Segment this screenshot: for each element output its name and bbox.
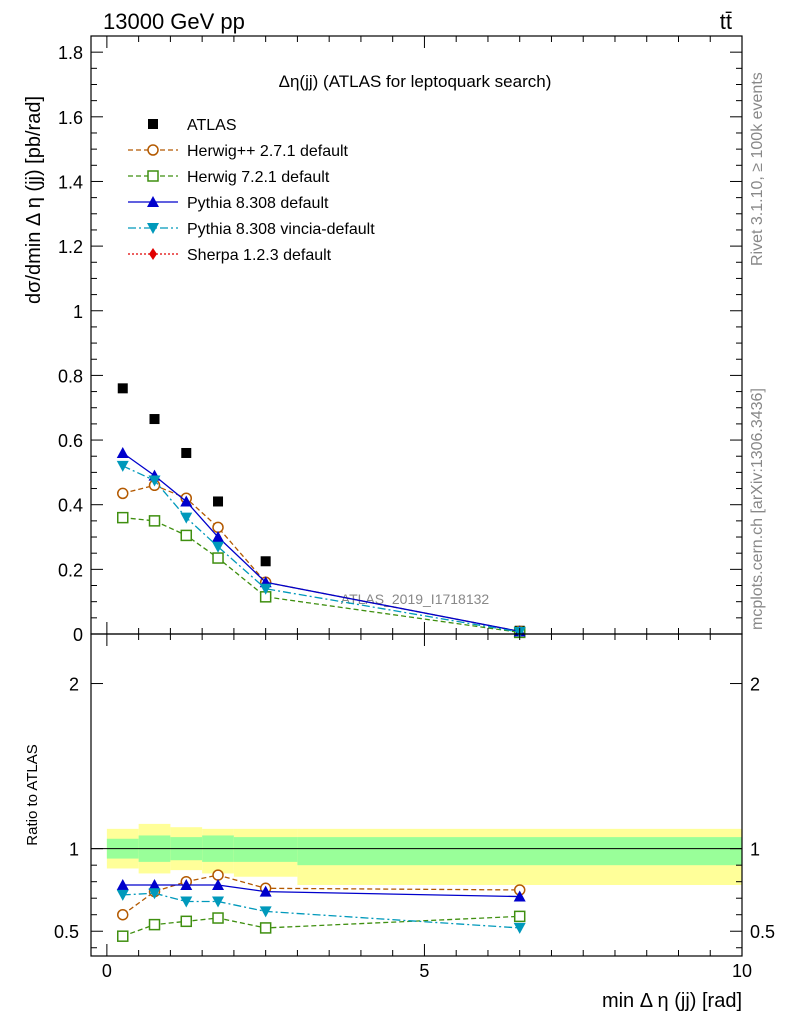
- ratio-data-point: [212, 912, 224, 924]
- ratio-data-point: [180, 915, 193, 928]
- legend-marker: [147, 196, 159, 207]
- main-series-line-3: [122, 452, 520, 633]
- main-data-point: [180, 512, 193, 524]
- ratio-data-point: [148, 878, 161, 890]
- main-data-point: [212, 552, 224, 564]
- main-data-point: [117, 511, 129, 524]
- main-data-point: [117, 383, 128, 394]
- main-data-point: [212, 531, 225, 543]
- main-data-point: [212, 521, 224, 534]
- ratio-data-point: [180, 878, 193, 890]
- ratio-data-point: [148, 888, 161, 900]
- legend-entry: Herwig 7.2.1 default: [187, 169, 330, 186]
- ratio-data-point: [212, 878, 225, 890]
- legend-entry: Pythia 8.308 vincia-default: [187, 221, 375, 238]
- main-data-point: [148, 515, 161, 527]
- ratio-data-point: [259, 922, 272, 934]
- main-y-tick-label: 0.8: [58, 366, 83, 386]
- main-data-point: [260, 556, 271, 567]
- ratio-data-point: [513, 910, 526, 923]
- main-data-point: [148, 475, 161, 487]
- plot-title: Δη(jj) (ATLAS for leptoquark search): [279, 72, 552, 91]
- header-process: tt̄: [720, 9, 732, 34]
- ratio-data-point: [212, 896, 225, 908]
- ratio-series-line-3: [122, 892, 520, 929]
- legend-entry: ATLAS: [187, 117, 237, 134]
- ratio-data-point: [513, 890, 526, 902]
- main-data-point: [116, 460, 129, 472]
- main-data-point: [180, 495, 193, 507]
- main-data-point: [181, 447, 192, 458]
- ratio-data-point: [259, 906, 272, 918]
- legend-marker: [147, 144, 159, 156]
- stat-uncertainty-band: [297, 837, 742, 866]
- legend-entry: Pythia 8.308 default: [187, 195, 329, 212]
- ratio-data-point: [148, 918, 161, 931]
- analysis-watermark: ATLAS_2019_I1718132: [341, 591, 490, 607]
- legend-marker: [149, 248, 157, 260]
- ratio-y-axis-label: Ratio to ATLAS: [24, 744, 41, 845]
- ratio-y-tick-label-right: 0.5: [750, 922, 775, 942]
- main-data-point: [117, 487, 129, 500]
- ratio-y-tick-label: 2: [69, 675, 79, 695]
- legend-entry: Sherpa 1.2.3 default: [187, 247, 332, 264]
- ratio-series-line-0: [122, 874, 520, 916]
- ratio-series-line-2: [122, 884, 520, 898]
- main-data-point: [213, 496, 224, 507]
- x-tick-label: 10: [732, 961, 752, 981]
- main-series-line-4: [122, 465, 520, 633]
- main-y-tick-label: 0.2: [58, 560, 83, 580]
- legend-marker: [148, 119, 158, 129]
- main-data-point: [116, 446, 129, 458]
- ratio-data-point: [116, 889, 129, 901]
- ratio-data-point: [513, 922, 526, 934]
- legend-marker: [147, 170, 159, 182]
- header-collision: 13000 GeV pp: [103, 9, 245, 34]
- main-panel: Δη(jj) (ATLAS for leptoquark search) ATL…: [23, 35, 743, 645]
- x-tick-label: 0: [102, 961, 112, 981]
- legend-marker: [147, 223, 159, 234]
- ratio-y-tick-label-right: 1: [750, 840, 760, 860]
- ratio-data-point: [259, 885, 272, 897]
- main-y-tick-label: 1: [73, 302, 83, 322]
- y-axis-label: dσ/dmin Δ η (jj) [pb/rad]: [23, 96, 45, 304]
- mcplots-label: mcplots.cern.ch [arXiv:1306.3436]: [749, 388, 766, 630]
- x-axis-label: min Δ η (jj) [rad]: [602, 990, 742, 1012]
- ratio-plot-frame: [90, 633, 743, 957]
- main-series-line-1: [122, 484, 520, 633]
- stat-uncertainty-band: [233, 837, 298, 862]
- main-data-point: [180, 529, 193, 542]
- main-y-tick-label: 0.4: [58, 496, 83, 516]
- rivet-label: Rivet 3.1.10, ≥ 100k events: [749, 72, 766, 266]
- ratio-data-point: [212, 869, 224, 881]
- ratio-data-point: [117, 908, 129, 921]
- x-tick-label: 5: [419, 961, 429, 981]
- ratio-data-point: [117, 930, 129, 942]
- main-y-tick-label: 1.8: [58, 43, 83, 63]
- ratio-data-point: [116, 878, 129, 890]
- main-data-point: [149, 414, 160, 425]
- legend: ATLAS Herwig++ 2.7.1 default Herwig 7.2.1 …: [128, 117, 375, 264]
- main-y-tick-label: 1.6: [58, 108, 83, 128]
- legend-entry: Herwig++ 2.7.1 default: [187, 143, 349, 160]
- main-data-point: [212, 541, 225, 553]
- main-y-tick-label: 1.2: [58, 237, 83, 257]
- ratio-data-point: [180, 896, 193, 908]
- main-y-tick-label: 0: [73, 625, 83, 645]
- main-y-tick-label: 0.6: [58, 431, 83, 451]
- ratio-y-tick-label: 1: [69, 840, 79, 860]
- main-y-tick-label: 1.4: [58, 172, 83, 192]
- ratio-panel: Ratio to ATLAS min Δ η (jj) [rad] 0.5 0.5…: [24, 633, 775, 1012]
- ratio-y-tick-label-right: 2: [750, 675, 760, 695]
- main-data-point: [259, 583, 272, 595]
- ratio-y-tick-label: 0.5: [54, 922, 79, 942]
